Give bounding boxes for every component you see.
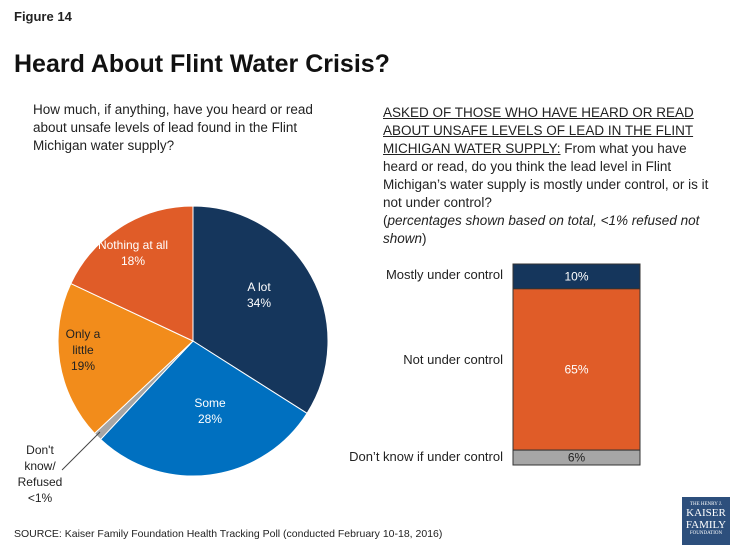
slice-label: Nothing at all 18%	[97, 237, 169, 269]
bar-category-label: Not under control	[403, 352, 503, 368]
pie-slice-3	[57, 282, 194, 435]
slice-name: Don't know/ Refused	[17, 443, 63, 489]
note-open: (	[383, 213, 388, 228]
stacked-bar-chart: 10% 65% 6%	[512, 263, 641, 466]
pie-chart	[57, 205, 329, 477]
slice-name: Some	[194, 396, 226, 410]
pie-slice-0	[192, 205, 329, 415]
bar-category-label: Don’t know if under control	[349, 448, 503, 464]
slice-name: Only a little	[65, 327, 101, 357]
source-note: SOURCE: Kaiser Family Foundation Health …	[14, 528, 443, 540]
slice-value: 28%	[197, 412, 223, 426]
slice-name: A lot	[247, 280, 271, 294]
slice-value: 19%	[70, 359, 96, 373]
bar-value-label: 10%	[564, 269, 588, 283]
bar-segment-1	[512, 288, 641, 451]
page-title: Heard About Flint Water Crisis?	[14, 50, 390, 78]
slice-value: <1%	[27, 491, 53, 505]
slice-value: 34%	[246, 296, 272, 310]
pie-slice-1	[99, 340, 308, 477]
slice-value: 18%	[120, 254, 146, 268]
bar-segment-0	[512, 263, 641, 290]
left-question: How much, if anything, have you heard or…	[33, 102, 313, 153]
question-note: percentages shown based on total, <1% re…	[383, 213, 700, 246]
leader-line	[61, 431, 101, 471]
figure-label: Figure 14	[14, 9, 72, 24]
right-question: ASKED OF THOSE WHO HAVE HEARD OR READ AB…	[383, 104, 713, 248]
bar-value-label: 6%	[568, 451, 586, 465]
kff-logo: THE HENRY J. KAISER FAMILY FOUNDATION	[682, 497, 730, 545]
question-qualifier: ASKED OF THOSE WHO HAVE HEARD OR READ AB…	[383, 105, 694, 156]
question-text: From what you have heard or read, do you…	[383, 141, 709, 210]
bar-value-label: 65%	[564, 362, 588, 376]
slice-label: Only a little 19%	[57, 326, 109, 374]
slice-name: Nothing at all	[97, 238, 169, 252]
slice-label: Some 28%	[175, 395, 245, 427]
bar-category-label: Mostly under control	[385, 267, 503, 283]
bar-segment-2	[512, 449, 641, 466]
note-close: )	[422, 231, 427, 246]
pie-slice-4	[70, 205, 194, 342]
slice-label: Don't know/ Refused <1%	[16, 442, 64, 506]
slice-label: A lot 34%	[224, 279, 294, 311]
